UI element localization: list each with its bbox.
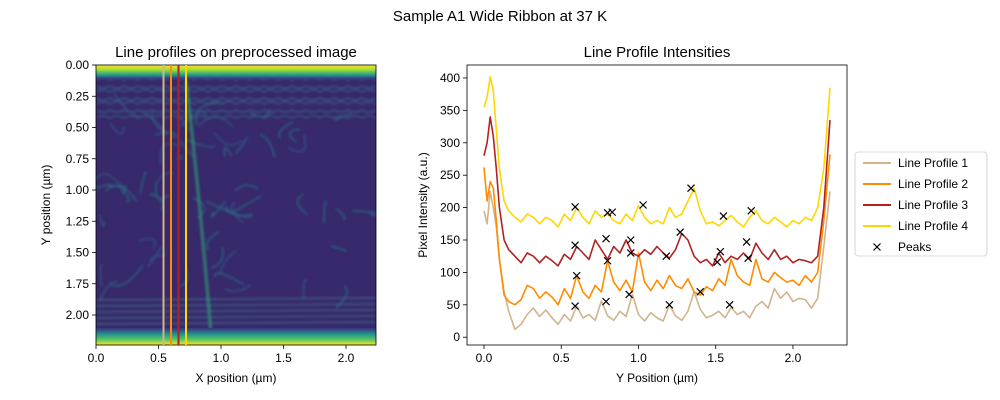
legend-entry-3: Line Profile 3 xyxy=(863,198,968,212)
heatmap-ytick-label: 1.25 xyxy=(66,214,90,228)
legend-entry-5: Peaks xyxy=(873,240,931,254)
peak-markers xyxy=(571,184,756,311)
figure-suptitle: Sample A1 Wide Ribbon at 37 K xyxy=(393,8,607,25)
peak-marker xyxy=(625,290,634,299)
peak-marker xyxy=(602,297,610,306)
heatmap-xtick-label: 1.0 xyxy=(213,351,230,365)
heatmap-ytick-label: 0.50 xyxy=(66,121,90,135)
line-xtick-label: 1.5 xyxy=(707,351,724,365)
line-ytick-label: 100 xyxy=(440,265,460,279)
line-ytick-label: 0 xyxy=(453,330,460,344)
peak-marker xyxy=(572,271,581,280)
heatmap-ytick-label: 0.75 xyxy=(66,152,90,166)
legend-label: Line Profile 4 xyxy=(898,219,968,233)
legend: Line Profile 1 Line Profile 2 Line Profile… xyxy=(854,151,988,257)
peak-marker xyxy=(713,258,722,266)
peak-marker xyxy=(696,287,705,296)
peak-marker xyxy=(571,302,580,311)
heatmap-ytick-label: 2.00 xyxy=(66,308,90,322)
line-series-group xyxy=(483,75,831,331)
heatmap-profile-lines xyxy=(162,65,187,345)
peak-marker xyxy=(662,252,671,261)
series-line-profile-3 xyxy=(483,116,831,267)
heatmap-image xyxy=(96,65,376,345)
peak-marker xyxy=(744,254,753,263)
peak-marker xyxy=(747,206,756,215)
series-line-profile-1 xyxy=(483,190,831,331)
peak-marker xyxy=(608,208,617,217)
line-ytick-label: 400 xyxy=(440,71,460,85)
legend-label: Peaks xyxy=(898,240,931,254)
heatmap-xtick-label: 1.5 xyxy=(275,351,292,365)
peak-marker xyxy=(676,228,685,237)
peak-marker xyxy=(626,249,635,257)
peak-marker xyxy=(665,300,674,309)
peak-marker xyxy=(716,247,725,256)
peak-marker xyxy=(571,241,580,250)
heatmap-ytick-label: 1.00 xyxy=(66,183,90,197)
heatmap-ytick-label: 1.75 xyxy=(66,277,90,291)
line-xlabel: Y Position (µm) xyxy=(616,371,698,385)
legend-label: Line Profile 3 xyxy=(898,198,968,212)
heatmap-xtick-label: 2.0 xyxy=(338,351,355,365)
line-xtick-label: 0.0 xyxy=(476,351,493,365)
line-ytick-label: 50 xyxy=(447,298,461,312)
heatmap-top-band xyxy=(96,65,376,79)
peak-marker xyxy=(639,201,648,209)
heatmap-background xyxy=(96,65,376,345)
heatmap-bottom-band xyxy=(96,328,376,345)
heatmap-title: Line profiles on preprocessed image xyxy=(115,44,357,61)
heatmap-panel: Line profiles on preprocessed image 0.0 0… xyxy=(39,44,377,385)
line-ylabel: Pixel Intensity (a.u.) xyxy=(416,152,430,257)
heatmap-ytick-label: 0.25 xyxy=(66,89,90,103)
line-panel: Line Profile Intensities 0.0 0.5 1.0 1.5 2.0… xyxy=(416,44,988,385)
series-line-profile-2 xyxy=(483,154,831,306)
heatmap-ytick-label: 1.50 xyxy=(66,246,90,260)
legend-swatch xyxy=(873,243,881,251)
line-plot-frame xyxy=(466,64,848,346)
legend-entry-2: Line Profile 2 xyxy=(863,177,968,191)
heatmap-xlabel: X position (µm) xyxy=(196,371,277,385)
legend-entry-1: Line Profile 1 xyxy=(863,156,968,170)
heatmap-ytick-label: 0.00 xyxy=(66,58,90,72)
legend-label: Line Profile 1 xyxy=(898,156,968,170)
peak-marker xyxy=(626,236,635,244)
line-ytick-label: 350 xyxy=(440,103,460,117)
legend-label: Line Profile 2 xyxy=(898,177,968,191)
line-chart-title: Line Profile Intensities xyxy=(584,44,731,61)
line-xtick-label: 1.0 xyxy=(630,351,647,365)
peak-marker xyxy=(687,184,695,193)
line-ytick-label: 250 xyxy=(440,168,460,182)
line-ytick-label: 300 xyxy=(440,136,460,150)
heatmap-xtick-label: 0.0 xyxy=(88,351,105,365)
line-ytick-label: 150 xyxy=(440,233,460,247)
peak-marker xyxy=(719,212,728,220)
heatmap-frame xyxy=(95,64,377,346)
peak-marker xyxy=(742,238,751,246)
line-xtick-label: 2.0 xyxy=(785,351,802,365)
peak-marker xyxy=(603,256,612,265)
heatmap-xtick-label: 0.5 xyxy=(150,351,167,365)
legend-entry-4: Line Profile 4 xyxy=(863,219,968,233)
peak-marker xyxy=(571,203,580,211)
line-xtick-label: 0.5 xyxy=(553,351,570,365)
series-line-profile-4 xyxy=(483,75,831,228)
heatmap-axes: 0.0 0.5 1.0 1.5 2.0 0.00 0.25 0.50 0.75 1.00 1.25 1… xyxy=(66,58,355,365)
heatmap-ylabel: Y position (µm) xyxy=(39,165,53,246)
line-axes: 0.0 0.5 1.0 1.5 2.0 0 50 100 150 200 250 300 350 400 xyxy=(440,71,802,365)
peak-marker xyxy=(725,300,734,309)
legend-box xyxy=(854,151,988,257)
line-ytick-label: 200 xyxy=(440,201,460,215)
peak-marker xyxy=(602,234,610,243)
